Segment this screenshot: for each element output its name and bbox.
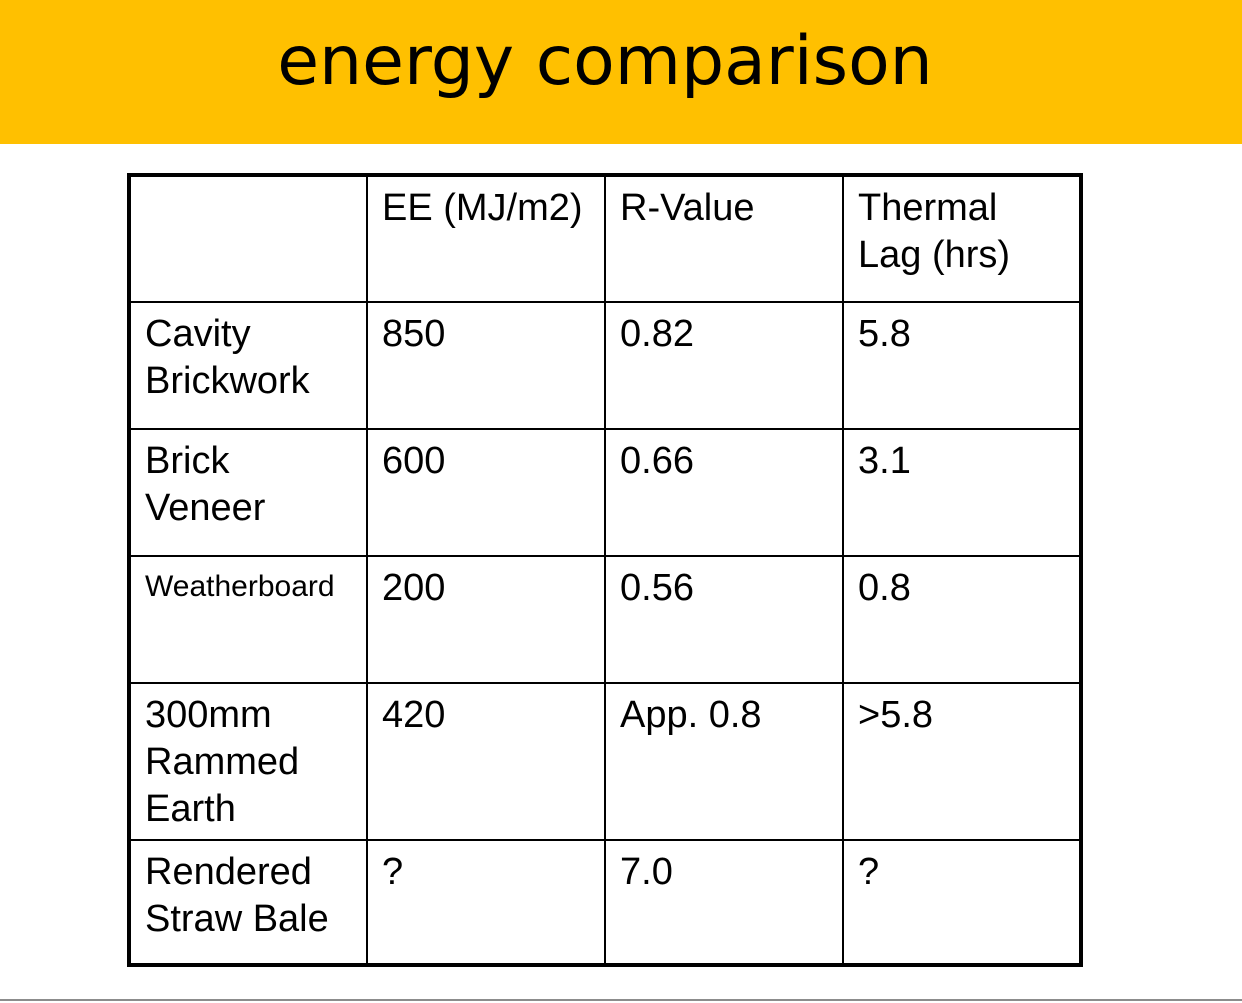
row-label: 300mm Rammed Earth <box>128 682 368 841</box>
header-cell-thermal-lag: Thermal Lag (hrs) <box>842 174 1082 303</box>
table-row: 300mm Rammed Earth 420 App. 0.8 >5.8 <box>128 682 1082 841</box>
cell-thermal-lag: >5.8 <box>842 682 1082 841</box>
cell-r-value: App. 0.8 <box>604 682 844 841</box>
row-label: Brick Veneer <box>128 428 368 557</box>
cell-r-value: 7.0 <box>604 839 844 966</box>
table-row: Rendered Straw Bale ? 7.0 ? <box>128 839 1082 966</box>
table-header-row: EE (MJ/m2) R-Value Thermal Lag (hrs) <box>128 174 1082 303</box>
cell-ee: 200 <box>366 555 606 684</box>
cell-ee: ? <box>366 839 606 966</box>
cell-ee: 420 <box>366 682 606 841</box>
energy-comparison-table: EE (MJ/m2) R-Value Thermal Lag (hrs) Cav… <box>127 173 1083 967</box>
header-cell-r-value: R-Value <box>604 174 844 303</box>
cell-r-value: 0.66 <box>604 428 844 557</box>
bottom-divider <box>0 999 1242 1001</box>
table-row: Weatherboard 200 0.56 0.8 <box>128 555 1082 684</box>
table-row: Cavity Brickwork 850 0.82 5.8 <box>128 301 1082 430</box>
cell-thermal-lag: 5.8 <box>842 301 1082 430</box>
table-row: Brick Veneer 600 0.66 3.1 <box>128 428 1082 557</box>
cell-thermal-lag: 0.8 <box>842 555 1082 684</box>
cell-r-value: 0.56 <box>604 555 844 684</box>
row-label: Weatherboard <box>128 555 368 684</box>
header-cell-empty <box>128 174 368 303</box>
cell-ee: 600 <box>366 428 606 557</box>
slide-title: energy comparison <box>277 22 933 101</box>
cell-ee: 850 <box>366 301 606 430</box>
cell-thermal-lag: 3.1 <box>842 428 1082 557</box>
header-cell-ee: EE (MJ/m2) <box>366 174 606 303</box>
title-bar: energy comparison <box>0 0 1242 144</box>
cell-thermal-lag: ? <box>842 839 1082 966</box>
row-label: Rendered Straw Bale <box>128 839 368 966</box>
row-label: Cavity Brickwork <box>128 301 368 430</box>
cell-r-value: 0.82 <box>604 301 844 430</box>
